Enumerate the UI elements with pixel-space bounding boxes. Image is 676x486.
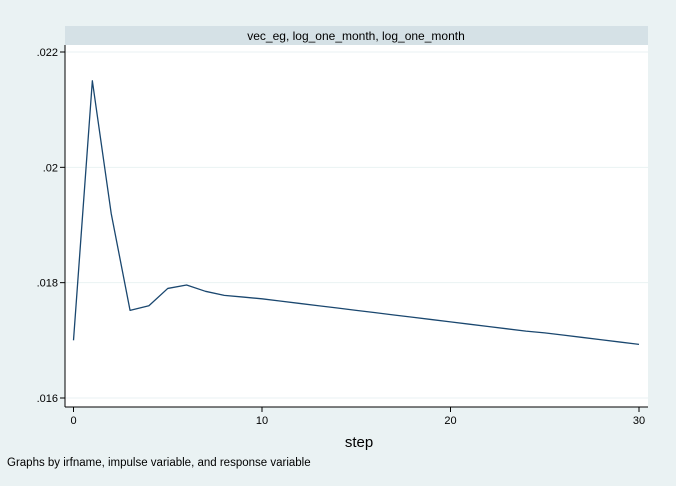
graph-note: Graphs by irfname, impulse variable, and… bbox=[7, 457, 311, 469]
series-layer bbox=[72, 80, 640, 346]
grid-lines bbox=[65, 51, 648, 399]
x-tick-label: 10 bbox=[256, 415, 268, 427]
plot-area bbox=[65, 45, 648, 407]
x-axis-title: step bbox=[345, 434, 373, 451]
x-tick-label: 20 bbox=[444, 415, 456, 427]
y-tick-label: .018 bbox=[37, 278, 58, 290]
series-line bbox=[72, 80, 640, 346]
x-tick-label: 30 bbox=[633, 415, 645, 427]
y-tick-label: .022 bbox=[37, 47, 58, 59]
x-tick-label: 0 bbox=[70, 415, 76, 427]
panel-title: vec_eg, log_one_month, log_one_month bbox=[247, 29, 465, 43]
panel-title-strip bbox=[65, 26, 648, 45]
y-tick-label: .02 bbox=[43, 162, 58, 174]
axes: .016 .018 .02 .022 0 10 20 30 bbox=[37, 45, 648, 427]
y-tick-label: .016 bbox=[37, 393, 58, 405]
